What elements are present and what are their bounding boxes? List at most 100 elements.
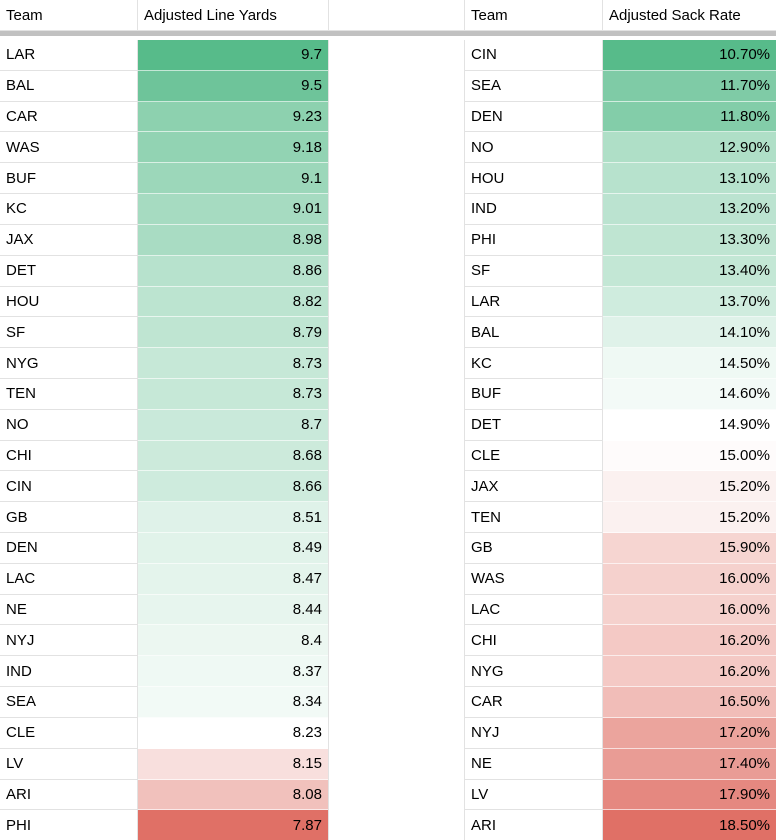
team-cell[interactable]: CLE [465, 440, 602, 472]
value-cell[interactable]: 13.30% [603, 224, 776, 256]
value-cell[interactable]: 16.20% [603, 625, 776, 657]
value-cell[interactable]: 7.87 [138, 810, 328, 840]
team-cell[interactable]: CIN [0, 471, 137, 503]
header-cell-spacer[interactable] [329, 0, 465, 30]
team-cell[interactable]: CLE [0, 717, 137, 749]
team-cell[interactable]: NO [465, 132, 602, 164]
value-cell[interactable]: 17.90% [603, 779, 776, 811]
team-cell[interactable]: SEA [465, 70, 602, 102]
value-cell[interactable]: 8.44 [138, 594, 328, 626]
team-cell[interactable]: KC [465, 348, 602, 379]
value-cell[interactable]: 8.49 [138, 533, 328, 564]
value-cell[interactable]: 13.40% [603, 255, 776, 287]
team-cell[interactable]: BUF [465, 378, 602, 410]
team-cell[interactable]: NYJ [465, 717, 602, 749]
team-cell[interactable]: ARI [465, 810, 602, 840]
value-cell[interactable]: 15.90% [603, 533, 776, 564]
team-cell[interactable]: LV [0, 748, 137, 780]
value-cell[interactable]: 9.5 [138, 70, 328, 102]
value-cell[interactable]: 9.7 [138, 40, 328, 71]
value-cell[interactable]: 8.66 [138, 471, 328, 503]
value-cell[interactable]: 13.10% [603, 163, 776, 195]
team-cell[interactable]: NO [0, 409, 137, 441]
team-cell[interactable]: PHI [0, 810, 137, 840]
team-cell[interactable]: NYJ [0, 625, 137, 657]
value-cell[interactable]: 8.4 [138, 625, 328, 657]
value-cell[interactable]: 13.70% [603, 286, 776, 318]
value-cell[interactable]: 9.01 [138, 194, 328, 225]
team-cell[interactable]: HOU [0, 286, 137, 318]
team-cell[interactable]: NE [0, 594, 137, 626]
team-cell[interactable]: LAC [465, 594, 602, 626]
team-cell[interactable]: JAX [465, 471, 602, 503]
value-cell[interactable]: 12.90% [603, 132, 776, 164]
value-cell[interactable]: 10.70% [603, 40, 776, 71]
value-cell[interactable]: 8.37 [138, 656, 328, 688]
value-cell[interactable]: 11.80% [603, 101, 776, 133]
value-cell[interactable]: 9.18 [138, 132, 328, 164]
team-cell[interactable]: BAL [0, 70, 137, 102]
value-cell[interactable]: 14.10% [603, 317, 776, 349]
value-cell[interactable]: 13.20% [603, 194, 776, 225]
team-cell[interactable]: KC [0, 194, 137, 225]
team-cell[interactable]: DEN [465, 101, 602, 133]
value-cell[interactable]: 17.40% [603, 748, 776, 780]
team-cell[interactable]: HOU [465, 163, 602, 195]
value-cell[interactable]: 16.00% [603, 563, 776, 595]
value-cell[interactable]: 8.08 [138, 779, 328, 811]
team-cell[interactable]: LAR [0, 40, 137, 71]
team-cell[interactable]: IND [0, 656, 137, 688]
value-cell[interactable]: 16.20% [603, 656, 776, 688]
value-cell[interactable]: 8.98 [138, 224, 328, 256]
team-cell[interactable]: TEN [465, 502, 602, 533]
value-cell[interactable]: 8.7 [138, 409, 328, 441]
value-cell[interactable]: 8.73 [138, 348, 328, 379]
team-cell[interactable]: BUF [0, 163, 137, 195]
team-cell[interactable]: ARI [0, 779, 137, 811]
value-cell[interactable]: 14.60% [603, 378, 776, 410]
team-cell[interactable]: CAR [465, 687, 602, 718]
value-cell[interactable]: 8.73 [138, 378, 328, 410]
value-cell[interactable]: 18.50% [603, 810, 776, 840]
team-cell[interactable]: JAX [0, 224, 137, 256]
value-cell[interactable]: 15.20% [603, 471, 776, 503]
value-cell[interactable]: 9.23 [138, 101, 328, 133]
team-cell[interactable]: PHI [465, 224, 602, 256]
value-cell[interactable]: 8.51 [138, 502, 328, 533]
value-cell[interactable]: 8.68 [138, 440, 328, 472]
value-cell[interactable]: 15.20% [603, 502, 776, 533]
value-cell[interactable]: 14.90% [603, 409, 776, 441]
team-cell[interactable]: NYG [465, 656, 602, 688]
header-cell-team-left[interactable]: Team [0, 0, 138, 30]
team-cell[interactable]: DET [465, 409, 602, 441]
team-cell[interactable]: CIN [465, 40, 602, 71]
value-cell[interactable]: 8.79 [138, 317, 328, 349]
value-cell[interactable]: 15.00% [603, 440, 776, 472]
team-cell[interactable]: NE [465, 748, 602, 780]
spacer-column[interactable] [329, 40, 465, 840]
team-cell[interactable]: DEN [0, 533, 137, 564]
value-cell[interactable]: 8.15 [138, 748, 328, 780]
team-cell[interactable]: DET [0, 255, 137, 287]
team-cell[interactable]: WAS [465, 563, 602, 595]
team-cell[interactable]: TEN [0, 378, 137, 410]
value-cell[interactable]: 8.47 [138, 563, 328, 595]
team-cell[interactable]: GB [0, 502, 137, 533]
team-cell[interactable]: GB [465, 533, 602, 564]
header-cell-adjusted-sack-rate[interactable]: Adjusted Sack Rate [603, 0, 776, 30]
team-cell[interactable]: WAS [0, 132, 137, 164]
team-cell[interactable]: CHI [0, 440, 137, 472]
team-cell[interactable]: LV [465, 779, 602, 811]
team-cell[interactable]: SF [0, 317, 137, 349]
value-cell[interactable]: 8.23 [138, 717, 328, 749]
team-cell[interactable]: LAC [0, 563, 137, 595]
value-cell[interactable]: 16.50% [603, 687, 776, 718]
value-cell[interactable]: 8.34 [138, 687, 328, 718]
header-cell-team-right[interactable]: Team [465, 0, 603, 30]
team-cell[interactable]: LAR [465, 286, 602, 318]
value-cell[interactable]: 14.50% [603, 348, 776, 379]
team-cell[interactable]: SEA [0, 687, 137, 718]
value-cell[interactable]: 9.1 [138, 163, 328, 195]
team-cell[interactable]: CHI [465, 625, 602, 657]
value-cell[interactable]: 11.70% [603, 70, 776, 102]
